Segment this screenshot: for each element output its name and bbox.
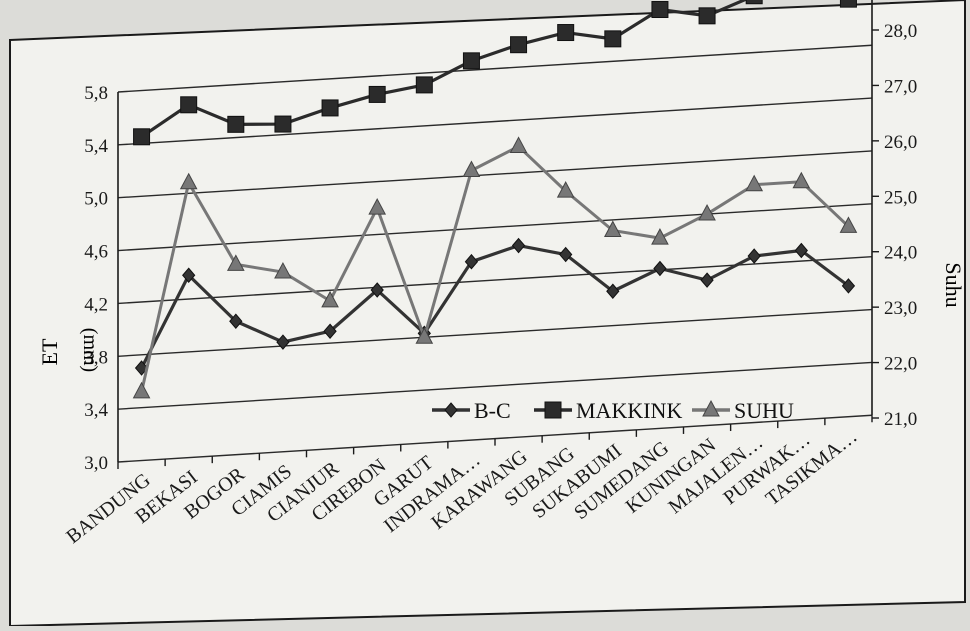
gridline: [117, 203, 873, 252]
data-point-b-c: [511, 237, 526, 254]
data-point-suhu: [745, 174, 764, 192]
data-point-makkink: [557, 24, 575, 42]
data-point-suhu: [132, 381, 151, 399]
data-point-suhu: [368, 198, 387, 215]
data-point-b-c: [841, 278, 856, 294]
data-point-b-c: [464, 253, 479, 270]
series-line-suhu: [140, 144, 850, 393]
data-point-makkink: [227, 115, 245, 133]
left-axis-label: ET: [37, 338, 62, 365]
right-tick-label: 24,0: [884, 243, 917, 264]
left-tick-label: 3,4: [84, 400, 108, 421]
left-tick-label: 5,0: [84, 189, 108, 210]
legend-item-makkink: MAKKINK: [534, 398, 682, 423]
legend-item-b-c: B-C: [432, 398, 511, 423]
data-point-b-c: [370, 282, 384, 298]
data-point-makkink: [133, 128, 151, 146]
gridline: [117, 44, 873, 93]
right-tick-label: 23,0: [884, 298, 917, 319]
data-point-suhu: [792, 171, 811, 189]
gridline: [117, 150, 873, 199]
data-point-makkink: [698, 7, 716, 25]
data-point-suhu: [274, 261, 292, 279]
data-point-suhu: [651, 228, 669, 245]
data-point-makkink: [745, 0, 763, 5]
gridline: [117, 308, 873, 357]
right-axis-tick-labels: 21,0 22,0 23,0 24,0 25,0 26,0 27,0 28,0: [872, 21, 917, 430]
series-lines: [132, 0, 858, 399]
data-point-makkink: [415, 76, 433, 94]
data-point-suhu: [462, 160, 481, 178]
series-suhu: [132, 136, 858, 399]
chart-border: [9, 0, 966, 628]
left-tick-label: 3,0: [84, 453, 108, 474]
data-point-suhu: [226, 254, 245, 271]
data-point-makkink: [604, 30, 622, 48]
data-point-makkink: [180, 96, 198, 114]
data-point-suhu: [698, 203, 716, 221]
legend-item-suhu: SUHU: [692, 398, 794, 423]
legend-label: B-C: [474, 398, 511, 423]
right-tick-label: 27,0: [884, 76, 917, 97]
right-tick-label: 22,0: [884, 354, 917, 375]
data-point-b-c: [653, 260, 667, 277]
right-tick-label: 21,0: [884, 409, 917, 430]
data-point-b-c: [323, 323, 337, 340]
data-point-b-c: [794, 242, 808, 259]
chart-paper: [10, 0, 965, 626]
left-tick-label: 4,6: [84, 242, 108, 263]
series-makkink: [133, 0, 857, 146]
data-point-b-c: [229, 313, 243, 329]
right-tick-label: 25,0: [884, 187, 917, 208]
data-point-b-c: [134, 360, 149, 376]
data-point-suhu: [179, 172, 198, 190]
data-point-makkink: [274, 115, 292, 133]
left-tick-label: 5,8: [84, 83, 108, 104]
gridline: [117, 97, 873, 146]
data-point-makkink: [462, 52, 480, 70]
data-point-suhu: [556, 181, 575, 198]
legend-label: MAKKINK: [576, 398, 682, 423]
series-b-c: [134, 237, 856, 376]
data-point-b-c: [606, 283, 620, 300]
series-line-b-c: [140, 243, 850, 369]
legend-label: SUHU: [734, 398, 794, 423]
legend-marker: [544, 401, 562, 419]
data-point-b-c: [700, 272, 714, 288]
left-tick-label: 3,8: [84, 347, 108, 368]
data-point-b-c: [559, 246, 573, 263]
data-point-suhu: [321, 290, 339, 308]
data-point-makkink: [321, 99, 339, 117]
series-line-makkink: [140, 0, 849, 139]
legend: B-C MAKKINK SUHU: [432, 398, 794, 423]
legend-marker: [702, 399, 720, 417]
left-axis-unit: (mm): [79, 328, 101, 372]
right-tick-label: 28,0: [884, 21, 917, 42]
left-axis-title: ET (mm): [37, 328, 101, 372]
data-point-makkink: [510, 36, 528, 54]
gridline: [117, 361, 873, 410]
legend-marker: [444, 402, 458, 418]
data-point-makkink: [368, 85, 386, 103]
data-point-makkink: [839, 0, 857, 8]
gridline: [117, 255, 873, 305]
data-point-b-c: [747, 248, 761, 264]
left-axis-tick-labels: 3,0 3,4 3,8 4,2 4,6 5,0 5,4 5,8: [84, 83, 108, 474]
axes: [117, 0, 873, 469]
left-tick-label: 4,2: [84, 294, 108, 315]
right-axis-label: Suhu: [941, 262, 966, 307]
data-point-suhu: [603, 220, 622, 237]
right-tick-label: 26,0: [884, 132, 917, 153]
left-tick-label: 5,4: [84, 136, 108, 157]
data-point-b-c: [182, 267, 196, 284]
data-point-b-c: [276, 334, 290, 350]
data-point-makkink: [651, 1, 669, 19]
data-point-suhu: [839, 216, 858, 233]
data-point-suhu: [415, 327, 434, 344]
data-point-suhu: [509, 136, 528, 153]
